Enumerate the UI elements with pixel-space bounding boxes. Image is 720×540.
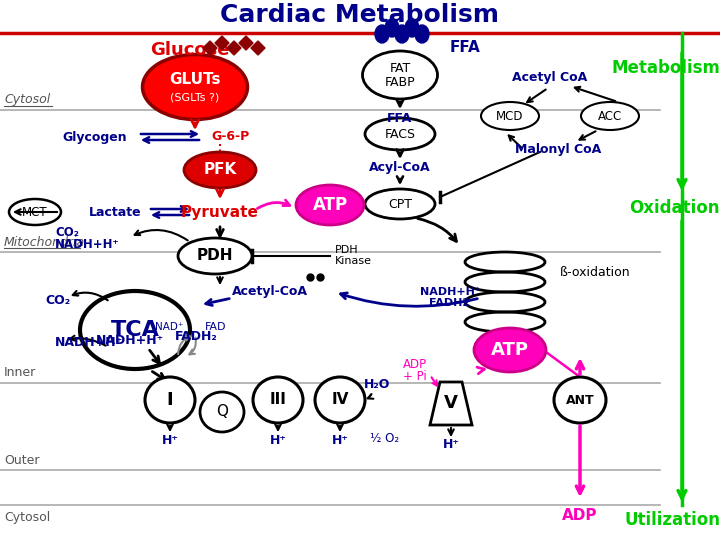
Text: Lactate: Lactate [89, 206, 141, 219]
Polygon shape [251, 41, 265, 55]
Text: Oxidation: Oxidation [629, 199, 720, 217]
Text: III: III [269, 393, 287, 408]
Ellipse shape [365, 189, 435, 219]
Text: Cardiac Metabolism: Cardiac Metabolism [220, 3, 500, 27]
Text: NADH+H⁺: NADH+H⁺ [55, 335, 123, 348]
Text: H⁺: H⁺ [331, 435, 348, 448]
Text: CO₂: CO₂ [55, 226, 79, 239]
Text: Acetyl-CoA: Acetyl-CoA [232, 286, 308, 299]
Ellipse shape [315, 377, 365, 423]
Text: NADH+H⁺: NADH+H⁺ [420, 287, 480, 297]
Text: Mitochondria: Mitochondria [4, 235, 85, 248]
Ellipse shape [178, 238, 252, 274]
Text: CPT: CPT [388, 198, 412, 211]
Text: ADP: ADP [562, 508, 598, 523]
Text: FADH2: FADH2 [429, 298, 471, 308]
Polygon shape [430, 382, 472, 425]
Text: H⁺: H⁺ [161, 435, 179, 448]
Ellipse shape [9, 199, 61, 225]
Text: ATP: ATP [491, 341, 529, 359]
Ellipse shape [184, 152, 256, 188]
Text: FACS: FACS [384, 127, 415, 140]
Ellipse shape [375, 25, 389, 43]
Text: ANT: ANT [566, 394, 594, 407]
Text: V: V [444, 394, 458, 412]
Text: ½ O₂: ½ O₂ [370, 431, 400, 444]
Text: Glycogen: Glycogen [63, 131, 127, 144]
Text: TCA: TCA [111, 320, 159, 340]
Text: Cytosol: Cytosol [4, 511, 50, 524]
Ellipse shape [253, 377, 303, 423]
Text: PDH: PDH [197, 248, 233, 264]
Ellipse shape [474, 328, 546, 372]
Text: FABP: FABP [384, 76, 415, 89]
Text: CO₂: CO₂ [45, 294, 70, 307]
Ellipse shape [415, 25, 429, 43]
Ellipse shape [481, 102, 539, 130]
Text: ATP: ATP [312, 196, 348, 214]
Text: NAD⁺: NAD⁺ [155, 322, 184, 332]
Text: Glucose: Glucose [150, 41, 230, 59]
Text: H⁺: H⁺ [443, 438, 459, 451]
Text: Q: Q [216, 404, 228, 420]
Text: H⁺: H⁺ [269, 435, 287, 448]
Ellipse shape [385, 19, 399, 37]
Ellipse shape [554, 377, 606, 423]
Ellipse shape [143, 55, 248, 119]
Polygon shape [203, 41, 217, 55]
Ellipse shape [200, 392, 244, 432]
Ellipse shape [296, 185, 364, 225]
Text: FFA: FFA [450, 40, 481, 56]
Polygon shape [227, 41, 241, 55]
Text: NADH+H⁺: NADH+H⁺ [96, 334, 164, 347]
Text: Inner: Inner [4, 367, 36, 380]
Text: Kinase: Kinase [335, 256, 372, 266]
Text: PFK: PFK [203, 163, 237, 178]
Text: I: I [167, 391, 174, 409]
Text: FAD: FAD [205, 322, 227, 332]
Text: Acetyl CoA: Acetyl CoA [513, 71, 588, 84]
Ellipse shape [395, 25, 409, 43]
Polygon shape [239, 36, 253, 50]
Text: H₂O: H₂O [364, 379, 390, 392]
Polygon shape [215, 36, 229, 50]
Text: MCT: MCT [22, 206, 48, 219]
Text: MCD: MCD [496, 110, 523, 123]
Text: ß-oxidation: ß-oxidation [560, 266, 631, 279]
Text: ACC: ACC [598, 110, 622, 123]
Text: Acyl-CoA: Acyl-CoA [369, 161, 431, 174]
Text: FADH₂: FADH₂ [175, 330, 217, 343]
Ellipse shape [80, 291, 190, 369]
Text: + Pi: + Pi [403, 370, 427, 383]
Text: Utilization: Utilization [624, 511, 720, 529]
Text: Outer: Outer [4, 454, 40, 467]
Text: NADH+H⁺: NADH+H⁺ [55, 238, 120, 251]
Text: Metabolism: Metabolism [611, 59, 720, 77]
Text: Pyruvate: Pyruvate [181, 205, 259, 219]
Text: PDH: PDH [335, 245, 359, 255]
Text: Malonyl CoA: Malonyl CoA [515, 144, 601, 157]
Ellipse shape [405, 19, 419, 37]
Text: (SGLTs ?): (SGLTs ?) [171, 92, 220, 102]
Text: GLUTs: GLUTs [169, 72, 221, 87]
Text: G-6-P: G-6-P [211, 131, 249, 144]
Ellipse shape [581, 102, 639, 130]
Ellipse shape [365, 118, 435, 150]
Ellipse shape [362, 51, 438, 99]
Ellipse shape [145, 377, 195, 423]
Text: ADP: ADP [403, 359, 427, 372]
Text: FAT: FAT [390, 62, 410, 75]
Text: IV: IV [331, 393, 348, 408]
Text: FFA: FFA [387, 111, 413, 125]
Text: Cytosol: Cytosol [4, 93, 50, 106]
